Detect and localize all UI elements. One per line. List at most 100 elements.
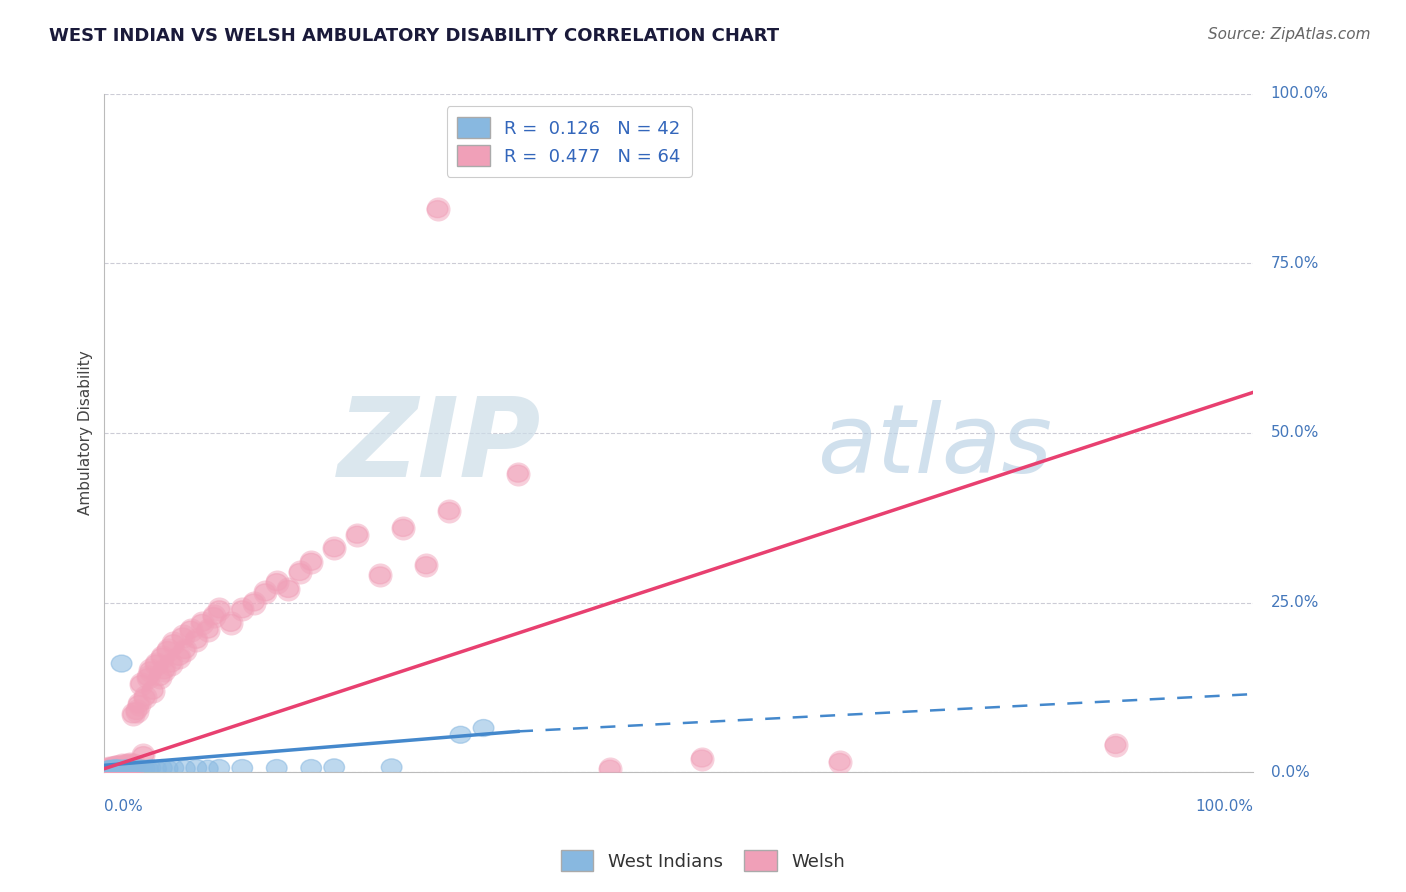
Point <box>107 761 129 775</box>
Point <box>148 670 170 684</box>
Ellipse shape <box>152 760 172 777</box>
Point <box>103 761 125 775</box>
Point <box>104 759 127 773</box>
Ellipse shape <box>112 757 134 774</box>
Ellipse shape <box>323 540 344 557</box>
Ellipse shape <box>301 553 322 570</box>
Ellipse shape <box>134 689 155 706</box>
Ellipse shape <box>197 760 218 777</box>
Ellipse shape <box>439 502 460 519</box>
Legend: West Indians, Welsh: West Indians, Welsh <box>554 843 852 879</box>
Ellipse shape <box>138 669 159 686</box>
Legend: R =  0.126   N = 42, R =  0.477   N = 64: R = 0.126 N = 42, R = 0.477 N = 64 <box>447 106 692 177</box>
Ellipse shape <box>153 662 174 679</box>
Point <box>266 575 288 590</box>
Point <box>100 762 122 776</box>
Ellipse shape <box>266 574 287 591</box>
Ellipse shape <box>209 760 229 777</box>
Ellipse shape <box>152 648 172 665</box>
Ellipse shape <box>142 682 163 699</box>
Ellipse shape <box>108 760 128 777</box>
Point <box>368 568 391 582</box>
Ellipse shape <box>101 762 121 779</box>
Ellipse shape <box>232 760 253 777</box>
Ellipse shape <box>101 760 121 777</box>
Point <box>690 751 713 765</box>
Point <box>186 632 208 647</box>
Ellipse shape <box>100 760 121 777</box>
Point <box>277 582 299 596</box>
Point <box>167 649 190 664</box>
Point <box>98 762 121 776</box>
Ellipse shape <box>127 703 146 720</box>
Ellipse shape <box>98 761 120 778</box>
Ellipse shape <box>347 526 367 543</box>
Ellipse shape <box>392 519 413 536</box>
Ellipse shape <box>508 466 529 483</box>
Ellipse shape <box>290 564 311 581</box>
Ellipse shape <box>174 641 195 658</box>
Point <box>118 756 141 771</box>
Point <box>599 762 621 776</box>
Point <box>415 558 437 573</box>
Ellipse shape <box>243 594 264 611</box>
Ellipse shape <box>157 641 179 658</box>
Ellipse shape <box>146 760 166 777</box>
Point <box>111 759 134 773</box>
Ellipse shape <box>474 720 494 737</box>
Text: atlas: atlas <box>817 400 1052 493</box>
Point <box>153 664 176 678</box>
Ellipse shape <box>169 648 190 665</box>
Point <box>197 623 219 637</box>
Ellipse shape <box>160 655 181 672</box>
Ellipse shape <box>157 760 179 777</box>
Point <box>392 521 415 535</box>
Ellipse shape <box>134 760 155 777</box>
Ellipse shape <box>141 662 160 679</box>
Point <box>288 565 311 579</box>
Ellipse shape <box>107 761 128 778</box>
Point <box>115 759 138 773</box>
Point <box>142 683 165 698</box>
Point <box>108 760 131 774</box>
Point <box>98 761 121 775</box>
Ellipse shape <box>141 760 160 777</box>
Ellipse shape <box>117 760 138 777</box>
Ellipse shape <box>134 747 153 764</box>
Ellipse shape <box>103 761 124 778</box>
Ellipse shape <box>111 760 132 777</box>
Point <box>162 636 184 650</box>
Ellipse shape <box>100 760 121 777</box>
Ellipse shape <box>146 655 166 672</box>
Point <box>120 758 142 772</box>
Ellipse shape <box>204 607 224 624</box>
Ellipse shape <box>232 601 253 618</box>
Point <box>139 664 162 678</box>
Point <box>117 758 139 772</box>
Point <box>346 527 368 541</box>
Ellipse shape <box>121 760 141 777</box>
Ellipse shape <box>98 760 120 777</box>
Ellipse shape <box>122 761 143 778</box>
Ellipse shape <box>692 750 713 767</box>
Ellipse shape <box>132 761 153 778</box>
Point <box>150 649 173 664</box>
Ellipse shape <box>128 696 149 713</box>
Ellipse shape <box>120 756 141 772</box>
Point <box>114 759 136 773</box>
Point <box>122 758 145 772</box>
Ellipse shape <box>117 756 138 773</box>
Text: 100.0%: 100.0% <box>1195 799 1253 814</box>
Ellipse shape <box>122 706 143 723</box>
Ellipse shape <box>163 635 184 652</box>
Point <box>125 704 148 718</box>
Ellipse shape <box>124 756 145 773</box>
Ellipse shape <box>103 760 122 777</box>
Point <box>134 690 156 705</box>
Ellipse shape <box>186 632 207 648</box>
Point <box>104 760 127 774</box>
Text: 0.0%: 0.0% <box>1271 764 1309 780</box>
Ellipse shape <box>120 760 141 777</box>
Ellipse shape <box>138 761 159 778</box>
Ellipse shape <box>416 557 436 574</box>
